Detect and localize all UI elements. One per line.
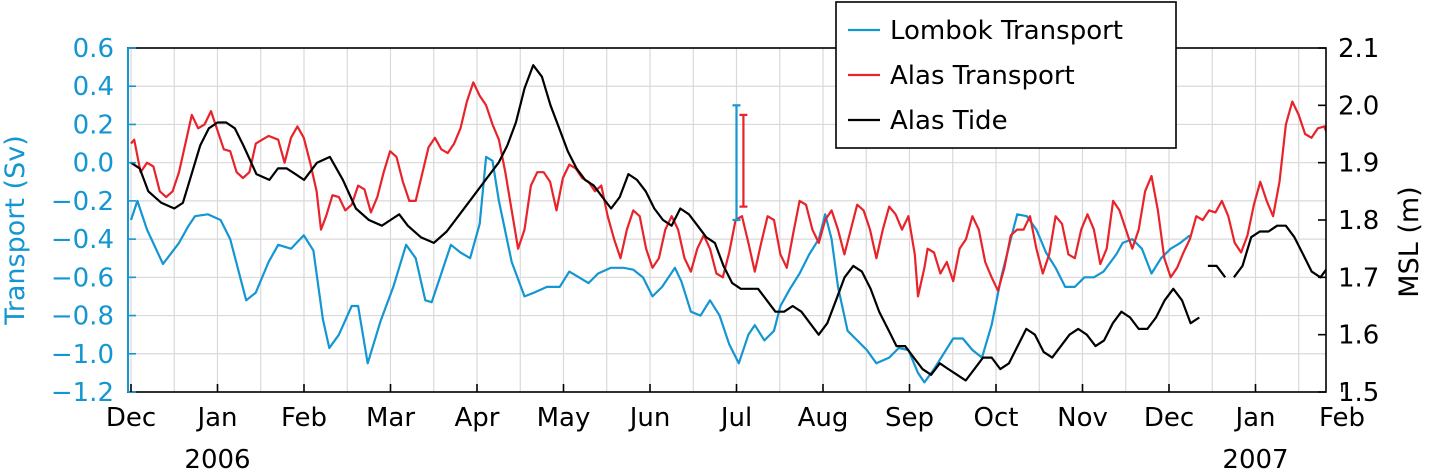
right-tick-label: 1.7	[1338, 263, 1379, 293]
x-tick-label: Dec	[1144, 403, 1194, 433]
series-layer	[129, 64, 1326, 384]
x-axis: Dec Jan Feb Mar Apr May Jun Jul Aug Sep Oct Nov Dec J…	[106, 384, 1365, 474]
left-tick-label: −0.8	[51, 302, 114, 332]
series-line-3	[1207, 264, 1227, 278]
legend-box	[835, 1, 1177, 149]
left-tick-label: −1.2	[51, 378, 114, 408]
left-tick-label: −0.4	[51, 225, 114, 255]
series-line-0	[129, 155, 1191, 384]
right-tick-label: 1.5	[1338, 378, 1379, 408]
left-tick-label: 0.4	[73, 72, 114, 102]
right-y-axis: 2.1 2.0 1.9 1.8 1.7 1.6 1.5	[1318, 34, 1379, 408]
left-tick-label: 0.2	[73, 110, 114, 140]
x-tick-label: May	[537, 403, 591, 433]
left-tick-label: −0.2	[51, 187, 114, 217]
series-line-4	[1233, 224, 1326, 279]
left-tick-label: 0.6	[73, 34, 114, 64]
left-tick-label: −1.0	[51, 340, 114, 370]
x-tick-label: Jun	[628, 403, 671, 433]
x-tick-label: Jan	[195, 403, 237, 433]
x-tick-label: Dec	[106, 403, 156, 433]
x-tick-label: Mar	[366, 403, 415, 433]
legend-label: Lombok Transport	[890, 16, 1123, 46]
right-tick-label: 2.0	[1338, 91, 1379, 121]
x-tick-label: Feb	[281, 403, 327, 433]
x-tick-label: Jul	[719, 403, 752, 433]
x-tick-label: Feb	[1319, 403, 1365, 433]
left-y-axis: 0.6 0.4 0.2 0.0 −0.2 −0.4 −0.6 −0.8 −1.0 −1.2	[51, 34, 136, 408]
x-tick-label: Aug	[798, 403, 849, 433]
year-label: 2007	[1222, 445, 1288, 474]
y-axis-label-right: MSL (m)	[1394, 186, 1425, 297]
left-tick-label: −0.6	[51, 263, 114, 293]
right-tick-label: 1.9	[1338, 149, 1379, 179]
x-tick-label: Apr	[455, 403, 500, 433]
x-tick-label: Nov	[1057, 403, 1108, 433]
right-tick-label: 1.6	[1338, 321, 1379, 351]
x-tick-label: Sep	[885, 403, 934, 433]
right-tick-label: 1.8	[1338, 206, 1379, 236]
legend-label: Alas Tide	[890, 106, 1008, 136]
error-bars	[732, 104, 748, 222]
series-line-2	[130, 64, 1200, 382]
x-tick-label: Oct	[974, 403, 1019, 433]
legend: Lombok Transport Alas Transport Alas Tide	[835, 1, 1177, 149]
left-tick-label: 0.0	[73, 149, 114, 179]
x-tick-label: Jan	[1233, 403, 1275, 433]
y-axis-label-left: Transport (Sv)	[0, 135, 31, 325]
right-tick-label: 2.1	[1338, 34, 1379, 64]
year-label: 2006	[184, 445, 250, 474]
series-line-1	[130, 81, 1326, 298]
legend-label: Alas Transport	[890, 61, 1075, 91]
